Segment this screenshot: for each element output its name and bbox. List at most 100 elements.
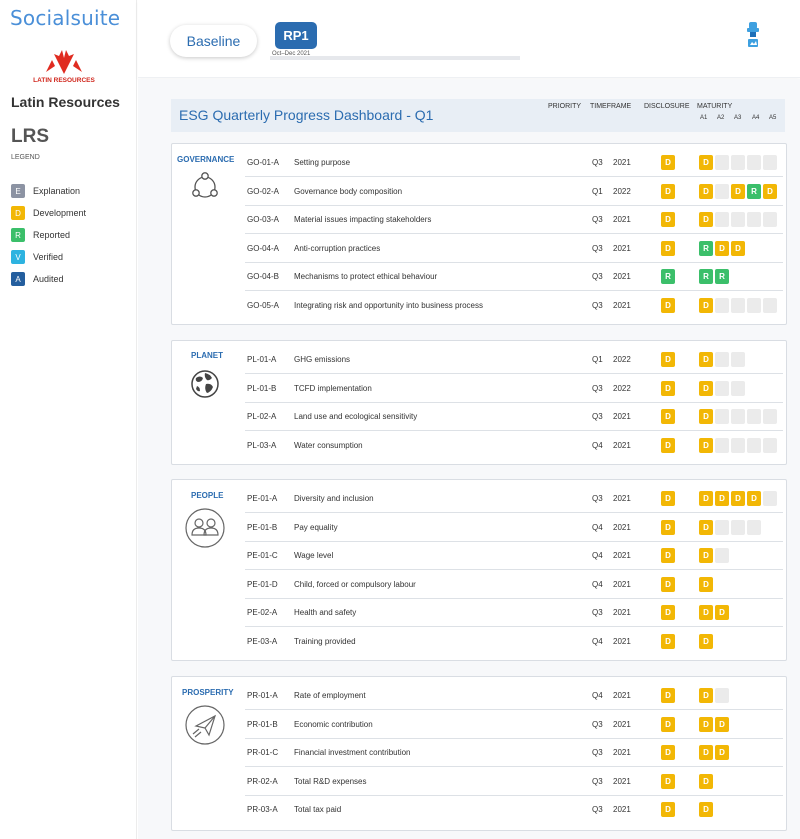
maturity-empty-cell[interactable] bbox=[763, 155, 777, 170]
status-chip-d[interactable]: D bbox=[715, 716, 729, 732]
maturity-empty-cell[interactable] bbox=[747, 212, 761, 227]
status-chip-d[interactable]: D bbox=[661, 688, 675, 703]
table-row[interactable]: PL-03-A Water consumption Q4 2021 D D bbox=[245, 431, 783, 460]
maturity-empty-cell[interactable] bbox=[763, 491, 777, 506]
status-chip-d[interactable]: D bbox=[699, 633, 713, 649]
status-chip-d[interactable]: D bbox=[661, 773, 675, 789]
maturity-empty-cell[interactable] bbox=[715, 297, 729, 313]
table-row[interactable]: GO-05-A Integrating risk and opportunity … bbox=[245, 291, 783, 320]
status-chip-d[interactable]: D bbox=[699, 183, 713, 199]
status-chip-d[interactable]: D bbox=[699, 519, 713, 535]
maturity-empty-cell[interactable] bbox=[715, 380, 729, 396]
status-chip-d[interactable]: D bbox=[661, 155, 675, 170]
status-chip-d[interactable]: D bbox=[661, 212, 675, 227]
maturity-empty-cell[interactable] bbox=[731, 297, 745, 313]
maturity-empty-cell[interactable] bbox=[715, 409, 729, 424]
table-row[interactable]: GO-01-A Setting purpose Q3 2021 D D bbox=[245, 148, 783, 177]
table-row[interactable]: PE-01-A Diversity and inclusion Q3 2021 D D D D… bbox=[245, 484, 783, 513]
maturity-empty-cell[interactable] bbox=[747, 409, 761, 424]
maturity-empty-cell[interactable] bbox=[715, 548, 729, 563]
maturity-empty-cell[interactable] bbox=[715, 183, 729, 199]
table-row[interactable]: PL-02-A Land use and ecological sensitivi… bbox=[245, 402, 783, 431]
maturity-empty-cell[interactable] bbox=[731, 155, 745, 170]
table-row[interactable]: PL-01-A GHG emissions Q1 2022 D D bbox=[245, 345, 783, 374]
status-chip-d[interactable]: D bbox=[661, 576, 675, 592]
status-chip-r[interactable]: R bbox=[699, 269, 713, 284]
status-chip-r[interactable]: R bbox=[715, 269, 729, 284]
status-chip-d[interactable]: D bbox=[699, 605, 713, 620]
maturity-empty-cell[interactable] bbox=[731, 519, 745, 535]
baseline-button[interactable]: Baseline bbox=[170, 25, 257, 57]
maturity-empty-cell[interactable] bbox=[731, 437, 745, 453]
maturity-empty-cell[interactable] bbox=[731, 212, 745, 227]
status-chip-d[interactable]: D bbox=[699, 352, 713, 367]
status-chip-d[interactable]: D bbox=[699, 802, 713, 817]
maturity-empty-cell[interactable] bbox=[715, 212, 729, 227]
maturity-empty-cell[interactable] bbox=[715, 688, 729, 703]
table-row[interactable]: PR-01-C Financial investment contribution… bbox=[245, 738, 783, 767]
maturity-empty-cell[interactable] bbox=[763, 212, 777, 227]
status-chip-d[interactable]: D bbox=[731, 491, 745, 506]
table-row[interactable]: PE-01-C Wage level Q4 2021 D D bbox=[245, 541, 783, 570]
status-chip-d[interactable]: D bbox=[699, 576, 713, 592]
status-chip-d[interactable]: D bbox=[661, 437, 675, 453]
status-chip-d[interactable]: D bbox=[661, 548, 675, 563]
brand-logo[interactable]: Socialsuite bbox=[10, 6, 121, 30]
status-chip-d[interactable]: D bbox=[661, 745, 675, 760]
status-chip-d[interactable]: D bbox=[747, 491, 761, 506]
status-chip-d[interactable]: D bbox=[699, 297, 713, 313]
status-chip-d[interactable]: D bbox=[731, 240, 745, 256]
status-chip-d[interactable]: D bbox=[715, 240, 729, 256]
status-chip-d[interactable]: D bbox=[699, 155, 713, 170]
maturity-empty-cell[interactable] bbox=[715, 155, 729, 170]
user-profile-icon[interactable] bbox=[747, 22, 759, 48]
status-chip-d[interactable]: D bbox=[699, 212, 713, 227]
maturity-empty-cell[interactable] bbox=[715, 519, 729, 535]
status-chip-r[interactable]: R bbox=[699, 240, 713, 256]
status-chip-d[interactable]: D bbox=[715, 491, 729, 506]
table-row[interactable]: PE-01-D Child, forced or compulsory labou… bbox=[245, 570, 783, 599]
status-chip-d[interactable]: D bbox=[699, 688, 713, 703]
table-row[interactable]: GO-04-B Mechanisms to protect ethical beh… bbox=[245, 262, 783, 291]
maturity-empty-cell[interactable] bbox=[747, 437, 761, 453]
status-chip-d[interactable]: D bbox=[699, 548, 713, 563]
status-chip-d[interactable]: D bbox=[661, 491, 675, 506]
status-chip-d[interactable]: D bbox=[661, 633, 675, 649]
table-row[interactable]: PE-03-A Training provided Q4 2021 D D bbox=[245, 627, 783, 656]
status-chip-d[interactable]: D bbox=[661, 240, 675, 256]
table-row[interactable]: PL-01-B TCFD implementation Q3 2022 D D bbox=[245, 374, 783, 403]
table-row[interactable]: PR-01-B Economic contribution Q3 2021 D D D bbox=[245, 710, 783, 739]
maturity-empty-cell[interactable] bbox=[731, 380, 745, 396]
status-chip-d[interactable]: D bbox=[661, 352, 675, 367]
maturity-empty-cell[interactable] bbox=[731, 409, 745, 424]
table-row[interactable]: PE-02-A Health and safety Q3 2021 D D D bbox=[245, 598, 783, 627]
maturity-empty-cell[interactable] bbox=[763, 297, 777, 313]
status-chip-d[interactable]: D bbox=[661, 297, 675, 313]
status-chip-d[interactable]: D bbox=[731, 183, 745, 199]
table-row[interactable]: PR-01-A Rate of employment Q4 2021 D D bbox=[245, 681, 783, 710]
status-chip-d[interactable]: D bbox=[661, 716, 675, 732]
status-chip-d[interactable]: D bbox=[699, 745, 713, 760]
status-chip-d[interactable]: D bbox=[661, 605, 675, 620]
status-chip-d[interactable]: D bbox=[699, 716, 713, 732]
maturity-empty-cell[interactable] bbox=[763, 437, 777, 453]
status-chip-d[interactable]: D bbox=[699, 380, 713, 396]
status-chip-d[interactable]: D bbox=[661, 409, 675, 424]
table-row[interactable]: PE-01-B Pay equality Q4 2021 D D bbox=[245, 513, 783, 542]
status-chip-d[interactable]: D bbox=[763, 183, 777, 199]
status-chip-d[interactable]: D bbox=[661, 183, 675, 199]
status-chip-d[interactable]: D bbox=[715, 605, 729, 620]
status-chip-r[interactable]: R bbox=[661, 269, 675, 284]
table-row[interactable]: PR-03-A Total tax paid Q3 2021 D D bbox=[245, 795, 783, 824]
maturity-empty-cell[interactable] bbox=[747, 519, 761, 535]
status-chip-d[interactable]: D bbox=[699, 409, 713, 424]
table-row[interactable]: GO-04-A Anti-corruption practices Q3 2021 D R… bbox=[245, 234, 783, 263]
table-row[interactable]: GO-02-A Governance body composition Q1 2022… bbox=[245, 177, 783, 206]
status-chip-d[interactable]: D bbox=[699, 437, 713, 453]
maturity-empty-cell[interactable] bbox=[715, 437, 729, 453]
maturity-empty-cell[interactable] bbox=[731, 352, 745, 367]
status-chip-d[interactable]: D bbox=[661, 519, 675, 535]
maturity-empty-cell[interactable] bbox=[747, 297, 761, 313]
maturity-empty-cell[interactable] bbox=[763, 409, 777, 424]
table-row[interactable]: PR-02-A Total R&D expenses Q3 2021 D D bbox=[245, 767, 783, 796]
